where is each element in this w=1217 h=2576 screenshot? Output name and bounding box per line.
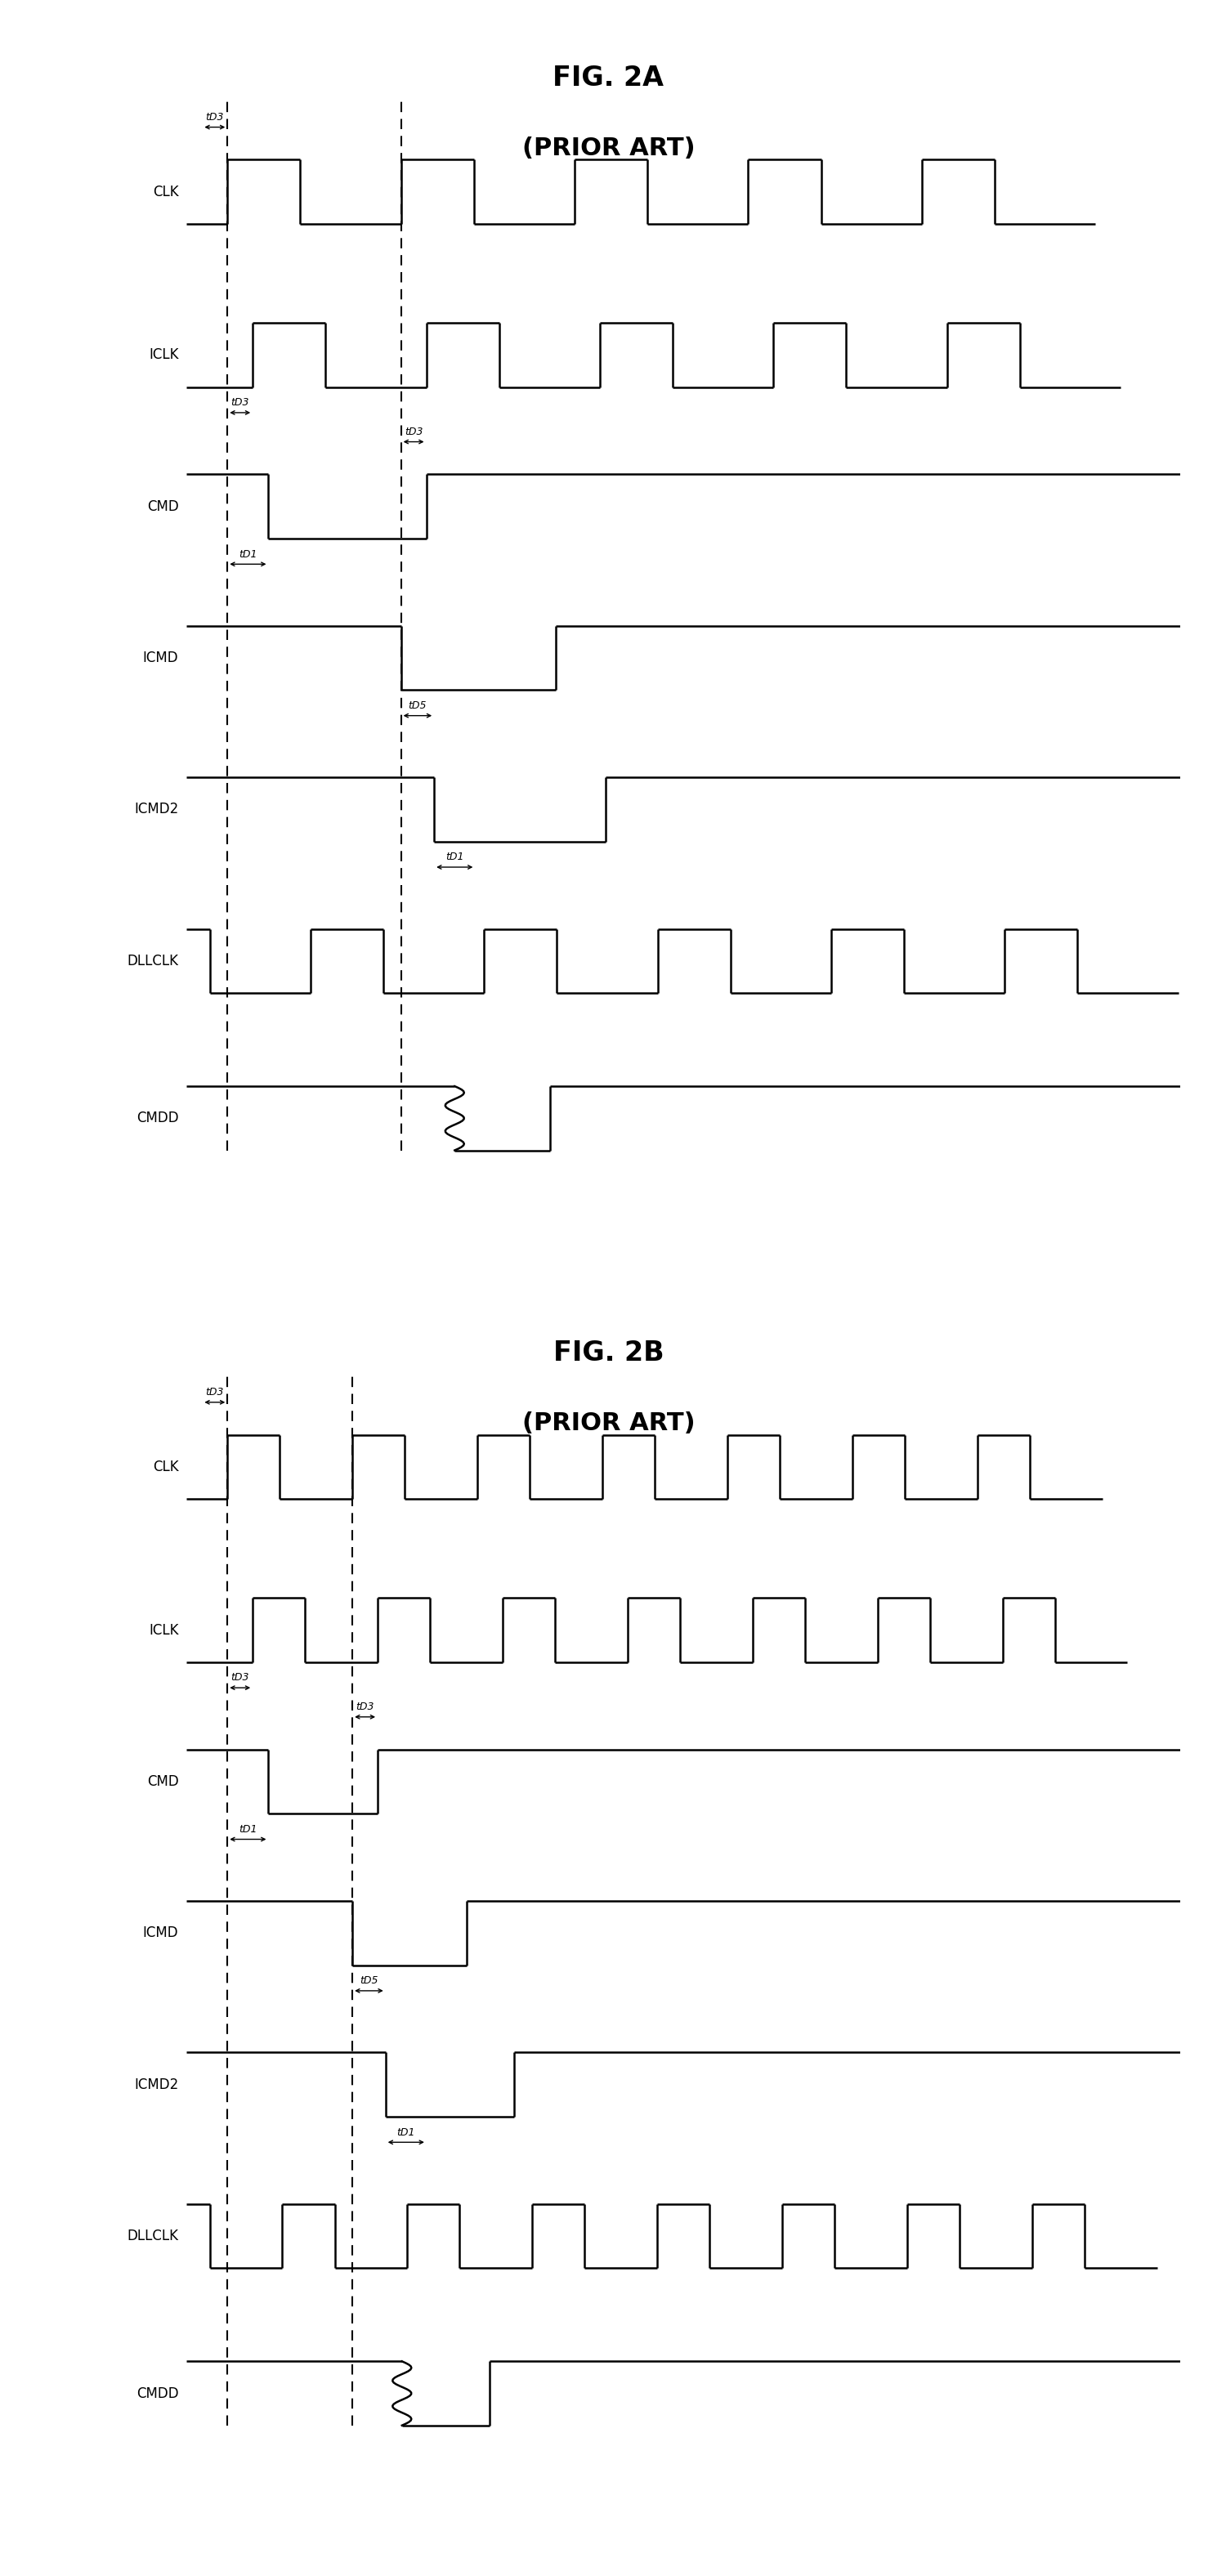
Text: tD3: tD3 [206, 111, 224, 124]
Text: CLK: CLK [152, 1461, 179, 1473]
Text: tD5: tD5 [409, 701, 427, 711]
Text: (PRIOR ART): (PRIOR ART) [522, 137, 695, 160]
Text: tD1: tD1 [239, 549, 257, 559]
Text: DLLCLK: DLLCLK [127, 953, 179, 969]
Text: CMD: CMD [147, 1775, 179, 1788]
Text: tD1: tD1 [239, 1824, 257, 1834]
Text: CMDD: CMDD [136, 1110, 179, 1126]
Text: ICLK: ICLK [148, 348, 179, 363]
Text: CLK: CLK [152, 185, 179, 198]
Text: ICMD2: ICMD2 [134, 2076, 179, 2092]
Text: tD1: tD1 [445, 853, 464, 863]
Text: tD3: tD3 [206, 1386, 224, 1399]
Text: DLLCLK: DLLCLK [127, 2228, 179, 2244]
Text: tD3: tD3 [231, 1672, 249, 1682]
Text: ICMD: ICMD [142, 1927, 179, 1940]
Text: ICMD: ICMD [142, 652, 179, 665]
Text: tD3: tD3 [355, 1703, 374, 1713]
Text: FIG. 2A: FIG. 2A [553, 64, 664, 93]
Text: tD5: tD5 [360, 1976, 378, 1986]
Text: ICLK: ICLK [148, 1623, 179, 1638]
Text: ICMD2: ICMD2 [134, 801, 179, 817]
Text: FIG. 2B: FIG. 2B [553, 1340, 664, 1368]
Text: CMDD: CMDD [136, 2385, 179, 2401]
Text: CMD: CMD [147, 500, 179, 513]
Text: tD3: tD3 [231, 397, 249, 407]
Text: tD1: tD1 [397, 2128, 415, 2138]
Text: (PRIOR ART): (PRIOR ART) [522, 1412, 695, 1435]
Text: tD3: tD3 [404, 428, 422, 438]
